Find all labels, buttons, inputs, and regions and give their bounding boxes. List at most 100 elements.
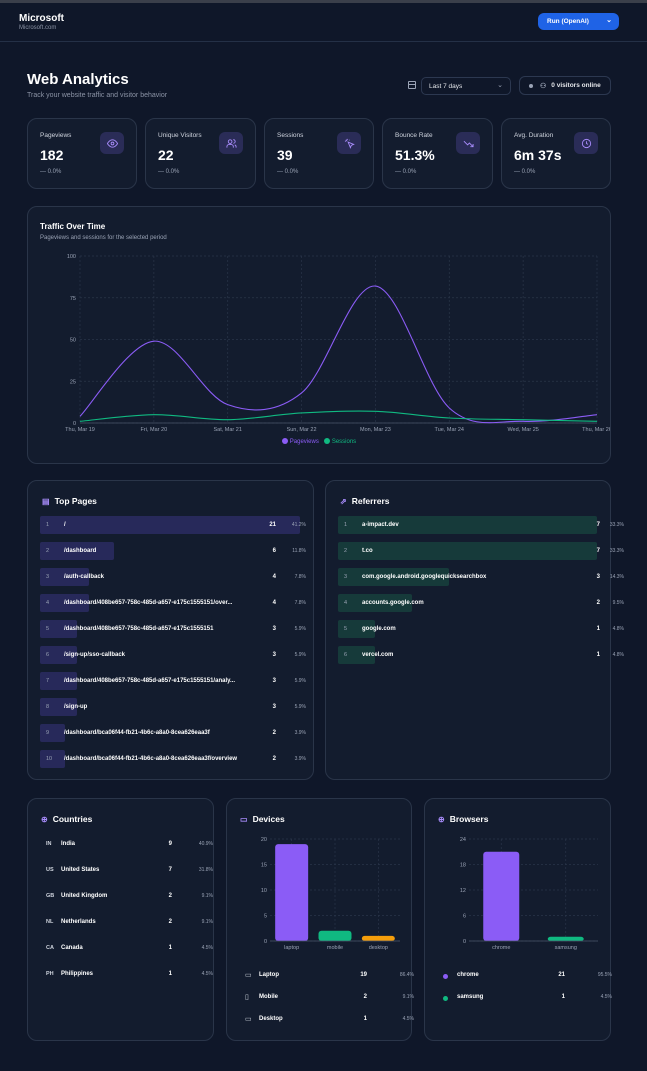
list-item[interactable]: 2 t.co 7 33.3% <box>338 542 624 560</box>
list-item[interactable]: 3 com.google.android.googlequicksearchbox… <box>338 568 624 586</box>
device-name: Laptop <box>259 972 279 978</box>
list-item[interactable]: 1 a-impact.dev 7 33.3% <box>338 516 624 534</box>
y-tick-label: 75 <box>70 296 76 302</box>
country-row[interactable]: IN India 9 40.9% <box>46 841 213 853</box>
item-name: /sign-up <box>64 703 88 710</box>
item-percent: 14.3% <box>609 574 624 580</box>
x-tick-label: Mon, Mar 23 <box>360 427 391 433</box>
list-item[interactable]: 8/sign-up 3 5.9% <box>40 698 306 716</box>
referrers-card: ⇗ Referrers 1 a-impact.dev 7 33.3% 2 t.co 7 33.3… <box>325 480 624 780</box>
clock-icon <box>574 132 598 154</box>
run-button-label: Run (OpenAI) <box>547 18 589 25</box>
item-count: 21 <box>269 521 276 528</box>
browser-row[interactable]: samsung 1 4.5% <box>443 994 612 1006</box>
devices-title: ▭ Devices <box>240 814 285 824</box>
window-top-border <box>0 0 647 3</box>
users-icon <box>219 132 243 154</box>
chevron-down-icon: ⌄ <box>497 82 503 89</box>
stat-card-avg-duration: Avg. Duration 6m 37s — 0.0% <box>501 118 611 189</box>
monitor-icon: ▭ <box>245 972 252 979</box>
legend-dot-icon <box>443 996 448 1001</box>
list-item[interactable]: 6/sign-up/sso-callback 3 5.9% <box>40 646 306 664</box>
country-code: PH <box>46 971 54 977</box>
legend-item-sessions[interactable]: Sessions <box>323 438 356 445</box>
date-range-select[interactable]: Last 7 days ⌄ <box>421 77 511 95</box>
device-row[interactable]: ▯ Mobile 2 9.1% <box>245 994 414 1006</box>
list-item[interactable]: 10/dashboard/bca06f44-fb21-4b6c-a8a0-8ce… <box>40 750 306 768</box>
x-tick-label: samsung <box>555 945 577 951</box>
item-percent: 7.8% <box>294 600 306 606</box>
x-tick-label: Thu, Mar 26 <box>582 427 610 433</box>
x-tick-label: Wed, Mar 25 <box>507 427 538 433</box>
list-item[interactable]: 5/dashboard/408be657-758c-485d-a657-e175… <box>40 620 306 638</box>
country-percent: 4.5% <box>201 945 213 951</box>
list-item[interactable]: 2/dashboard 6 11.8% <box>40 542 306 560</box>
list-item[interactable]: 3/auth-callback 4 7.8% <box>40 568 306 586</box>
list-item[interactable]: 4/dashboard/408be657-758c-485d-a657-e175… <box>40 594 306 612</box>
file-icon: ▤ <box>42 496 50 506</box>
browsers-title: ⊕ Browsers <box>438 814 489 824</box>
country-name: India <box>61 841 76 847</box>
device-count: 1 <box>363 1016 367 1022</box>
external-link-icon: ⇗ <box>340 496 347 506</box>
x-tick-label: desktop <box>369 945 388 951</box>
browser-row[interactable]: chrome 21 95.5% <box>443 972 612 984</box>
stat-value: 182 <box>40 147 64 163</box>
country-percent: 31.8% <box>198 867 213 873</box>
brand-name: Microsoft <box>19 13 64 24</box>
stat-card-pageviews: Pageviews 182 — 0.0% <box>27 118 137 189</box>
legend-dot <box>281 438 288 444</box>
country-count: 9 <box>168 841 172 847</box>
stat-change: — 0.0% <box>277 169 299 175</box>
y-tick-label: 6 <box>463 914 466 920</box>
country-row[interactable]: PH Philippines 1 4.5% <box>46 971 213 983</box>
item-name: /dashboard/bca06f44-fb21-4b6c-a8a0-8cea6… <box>64 729 210 736</box>
country-count: 2 <box>168 893 172 899</box>
item-percent: 5.9% <box>294 704 306 710</box>
run-button[interactable]: Run (OpenAI) ⌄ <box>538 13 619 30</box>
country-row[interactable]: US United States 7 31.8% <box>46 867 213 879</box>
rank-number: 3 <box>344 574 348 580</box>
share-bar <box>40 568 90 586</box>
item-percent: 7.8% <box>294 574 306 580</box>
list-item[interactable]: 7/dashboard/408be657-758c-485d-a657-e175… <box>40 672 306 690</box>
x-tick-label: Tue, Mar 24 <box>435 427 464 433</box>
country-code: US <box>46 867 54 873</box>
legend-item-pageviews[interactable]: Pageviews <box>281 438 319 445</box>
browsers-bar-chart: 0 6 12 18 24 chrome samsung <box>460 837 598 951</box>
item-name: /dashboard <box>64 547 97 554</box>
item-name: t.co <box>362 547 373 554</box>
eye-icon <box>100 132 124 154</box>
item-name: /auth-callback <box>64 573 105 580</box>
device-name: Desktop <box>259 1016 283 1022</box>
item-name: /dashboard/408be657-758c-485d-a657-e175c… <box>64 625 214 632</box>
rank-number: 1 <box>344 522 348 528</box>
device-count: 2 <box>363 994 367 1000</box>
brand[interactable]: Microsoft Microsoft.com <box>19 13 64 31</box>
item-count: 4 <box>272 599 276 606</box>
device-row[interactable]: ▭ Desktop 1 4.5% <box>245 1016 414 1028</box>
share-bar <box>40 542 115 560</box>
visitors-online-badge[interactable]: ⚇ 0 visitors online <box>519 76 611 95</box>
x-tick-label: Fri, Mar 20 <box>141 427 168 433</box>
list-item[interactable]: 9/dashboard/bca06f44-fb21-4b6c-a8a0-8cea… <box>40 724 306 742</box>
country-row[interactable]: CA Canada 1 4.5% <box>46 945 213 957</box>
list-item[interactable]: 1 / 21 41.2% <box>40 516 306 534</box>
list-item[interactable]: 5 google.com 1 4.8% <box>338 620 624 638</box>
device-row[interactable]: ▭ Laptop 19 86.4% <box>245 972 414 984</box>
rank-number: 2 <box>344 548 348 554</box>
desktop-icon: ▭ <box>245 1016 252 1023</box>
item-name: /dashboard/bca06f44-fb21-4b6c-a8a0-8cea6… <box>64 755 238 762</box>
country-row[interactable]: GB United Kingdom 2 9.1% <box>46 893 213 905</box>
list-item[interactable]: 4 accounts.google.com 2 9.5% <box>338 594 624 612</box>
item-name: /sign-up/sso-callback <box>64 651 126 658</box>
stat-label: Bounce Rate <box>395 132 433 139</box>
list-item[interactable]: 6 vercel.com 1 4.8% <box>338 646 624 664</box>
top-pages-card: ▤ Top Pages 1 / 21 41.2% 2/dashboard 6 11.8% 3/a… <box>27 480 314 780</box>
country-count: 2 <box>168 919 172 925</box>
users-icon: ⚇ <box>540 82 547 90</box>
device-percent: 86.4% <box>399 972 414 978</box>
country-code: NL <box>46 919 54 925</box>
y-tick-label: 0 <box>463 939 466 945</box>
country-row[interactable]: NL Netherlands 2 9.1% <box>46 919 213 931</box>
